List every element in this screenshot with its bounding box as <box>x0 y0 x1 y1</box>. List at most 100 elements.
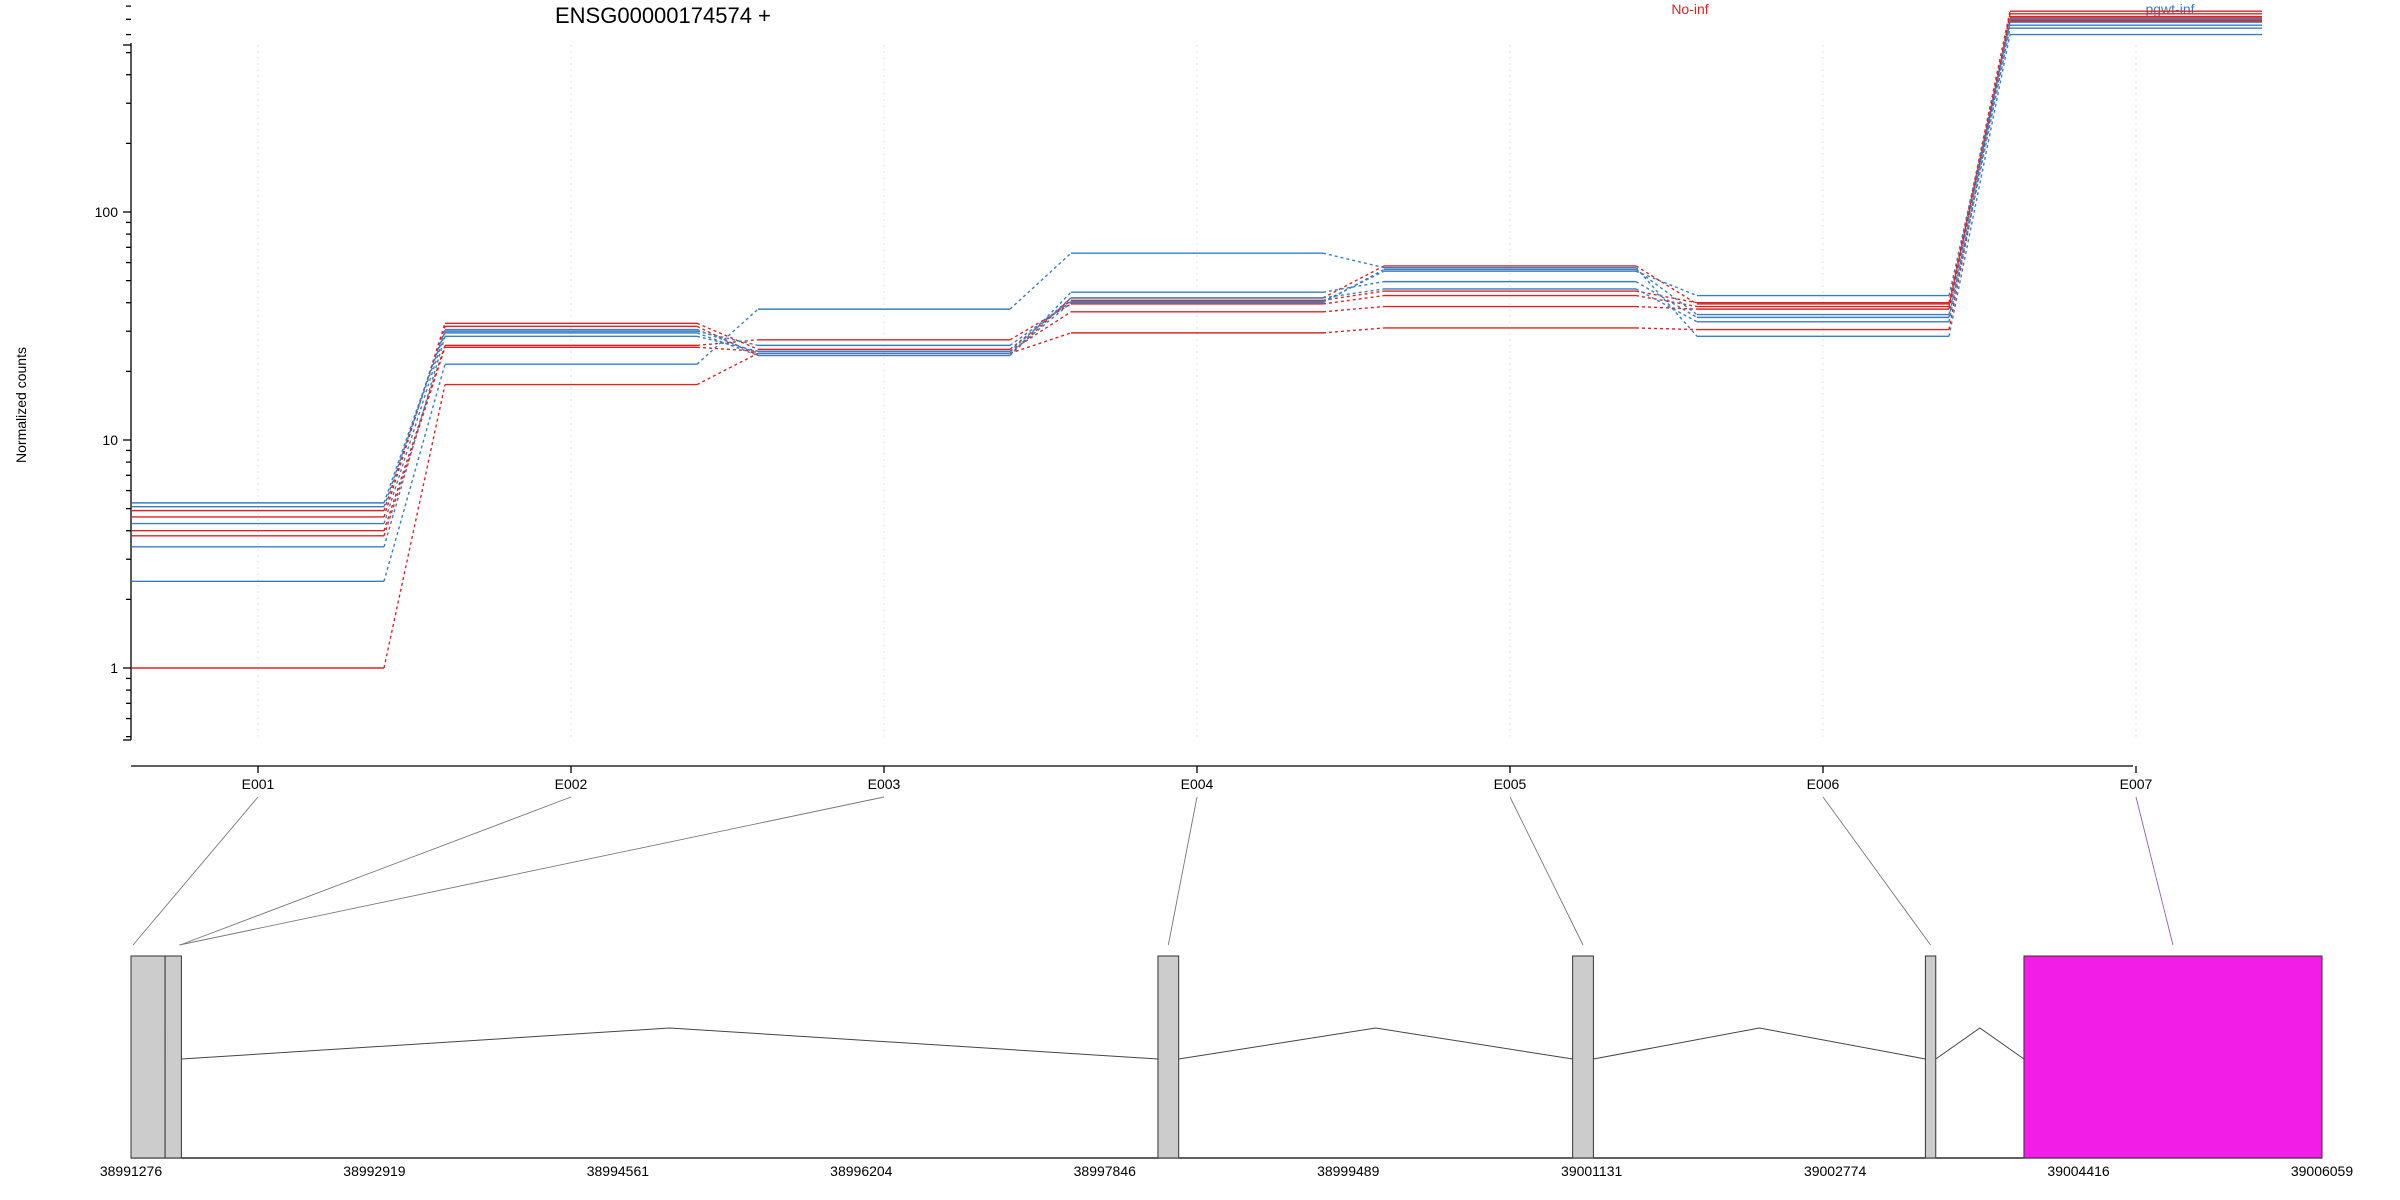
coordinate-tick-label: 38991276 <box>100 1163 163 1179</box>
coordinate-tick-label: 39004416 <box>2047 1163 2110 1179</box>
series-transition <box>1635 270 1698 297</box>
y-ticks: 1 10 100 <box>95 5 131 741</box>
y-tick-label: 1 <box>110 660 118 676</box>
series-transition <box>1322 294 1385 305</box>
series-No-inf-3 <box>132 20 2262 532</box>
legend-no-inf: No-inf <box>1671 1 1708 17</box>
series-transition <box>1635 290 1698 304</box>
series-transition <box>383 329 446 504</box>
series-transition <box>1948 25 2011 318</box>
series-transition <box>1948 34 2011 337</box>
series-lines <box>132 10 2262 669</box>
exon-box-E006 <box>1924 955 1937 1159</box>
exon-connectors <box>132 796 2174 946</box>
series-transition <box>383 332 446 524</box>
series-transition <box>1322 288 1385 299</box>
series-transition <box>696 322 759 350</box>
x-tick-label-E003: E003 <box>868 776 901 792</box>
x-tick-label-E006: E006 <box>1807 776 1840 792</box>
connector-E002 <box>179 796 572 946</box>
series-pgwt-inf-7 <box>132 27 2262 548</box>
series-transition <box>1322 327 1385 334</box>
coordinate-tick-label: 39001131 <box>1561 1163 1622 1179</box>
exon-box-E002 <box>164 955 182 1159</box>
series-transition <box>1948 22 2011 296</box>
series-transition <box>696 330 759 347</box>
series-pgwt-inf-10 <box>132 18 2262 504</box>
series-No-inf-2 <box>132 17 2262 537</box>
y-tick-label: 10 <box>102 432 118 448</box>
series-transition <box>696 352 759 386</box>
gene-model <box>130 955 2323 1159</box>
gridlines <box>257 45 2137 740</box>
series-transition <box>383 384 446 669</box>
coordinate-tick-label: 38994561 <box>587 1163 650 1179</box>
series-transition <box>1635 281 1698 318</box>
series-transition <box>1635 268 1698 316</box>
series-transition <box>1009 302 1072 354</box>
coordinate-tick-label: 38996204 <box>830 1163 893 1179</box>
coordinate-tick-label: 39002774 <box>1804 1163 1867 1179</box>
connector-E007 <box>2135 796 2174 946</box>
series-transition <box>696 339 759 347</box>
series-transition <box>1322 268 1385 304</box>
x-tick-label-E004: E004 <box>1181 776 1214 792</box>
chart-title: ENSG00000174574 + <box>555 3 771 28</box>
x-tick-label-E001: E001 <box>242 776 275 792</box>
x-ticks: E001 E002 E003 E004 E005 E006 E007 <box>242 766 2153 792</box>
x-tick-label-E005: E005 <box>1494 776 1527 792</box>
intron-line <box>1178 1027 1573 1060</box>
exon-box-E004 <box>1157 955 1180 1159</box>
series-transition <box>383 364 446 582</box>
series-transition <box>1635 265 1698 305</box>
series-transition <box>1948 19 2011 315</box>
series-transition <box>1009 303 1072 341</box>
series-transition <box>1635 288 1698 323</box>
x-tick-label-E007: E007 <box>2120 776 2153 792</box>
series-transition <box>1635 267 1698 337</box>
coordinate-ticks: 38991276 38992919 38994561 38996204 38997846… <box>100 1163 2354 1179</box>
series-transition <box>1322 270 1385 303</box>
connector-E005 <box>1509 796 1584 946</box>
series-transition <box>1635 327 1698 331</box>
series-transition <box>696 308 759 365</box>
connector-E001 <box>132 796 259 946</box>
connector-E006 <box>1822 796 1931 946</box>
series-transition <box>696 325 759 357</box>
series-transition <box>696 328 759 354</box>
series-pgwt-inf-9 <box>132 21 2262 508</box>
series-transition <box>1322 290 1385 301</box>
x-tick-label-E002: E002 <box>555 776 588 792</box>
series-transition <box>1322 280 1385 293</box>
series-transition <box>1948 28 2011 322</box>
series-transition <box>696 332 759 357</box>
series-transition <box>1635 305 1698 310</box>
intron-line <box>1593 1027 1926 1060</box>
connector-E003 <box>179 796 885 946</box>
series-transition <box>383 330 446 507</box>
series-pgwt-inf-8 <box>132 24 2262 525</box>
exon-box-E001 <box>130 955 166 1159</box>
coordinate-tick-label: 38999489 <box>1317 1163 1380 1179</box>
series-transition <box>1009 297 1072 352</box>
series-transition <box>383 336 446 548</box>
exon-box-E007 <box>2023 955 2323 1159</box>
series-transition <box>383 326 446 511</box>
intron-line <box>1935 1027 2025 1060</box>
series-transition <box>1635 294 1698 308</box>
series-transition <box>1009 299 1072 350</box>
series-transition <box>1009 332 1072 354</box>
y-tick-label: 100 <box>95 204 119 220</box>
series-transition <box>1009 300 1072 346</box>
series-transition <box>1009 252 1072 310</box>
axes <box>130 43 2133 767</box>
legend-pgwt-inf: pgwt-inf <box>2145 1 2194 17</box>
series-transition <box>1948 20 2011 307</box>
y-axis-label: Normalized counts <box>13 347 29 463</box>
coordinate-tick-label: 38992919 <box>343 1163 406 1179</box>
exon-box-E005 <box>1572 955 1594 1159</box>
intron-line <box>181 1027 1158 1060</box>
series-pgwt-inf-6 <box>132 33 2262 583</box>
coordinate-tick-label: 39006059 <box>2291 1163 2354 1179</box>
